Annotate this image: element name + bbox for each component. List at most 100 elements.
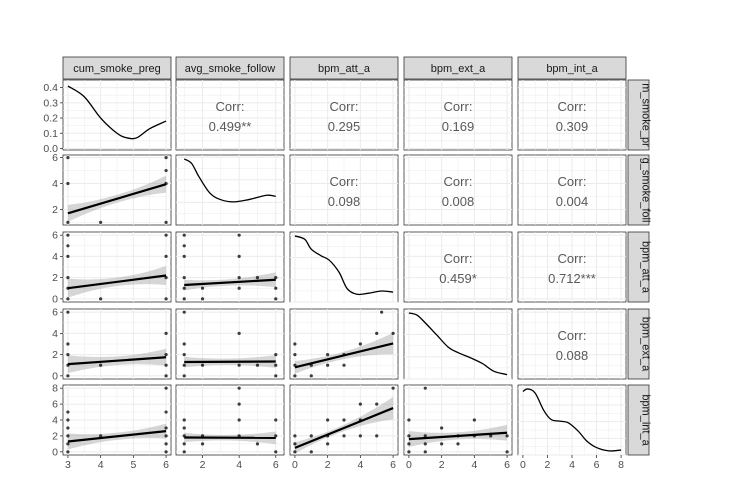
corr-label: Corr: [444, 99, 473, 114]
data-point [440, 442, 443, 445]
data-point [99, 297, 102, 300]
panel-r3-c4: Corr:0.088 [518, 309, 626, 379]
panel-r1-c0 [63, 155, 171, 225]
y-tick-label: 6 [52, 307, 58, 319]
x-tick-label: 4 [357, 459, 363, 471]
data-point [164, 353, 167, 356]
data-point [505, 434, 508, 437]
data-point [183, 442, 186, 445]
y-tick-label: 0.3 [43, 97, 58, 109]
data-point [183, 418, 186, 421]
corr-label: Corr: [444, 174, 473, 189]
x-tick-label: 6 [504, 459, 510, 471]
y-tick-label: 8 [52, 383, 58, 395]
data-point [293, 434, 296, 437]
x-tick-label: 6 [390, 459, 396, 471]
x-tick-label: 2 [200, 459, 206, 471]
corr-value: 0.459* [439, 271, 477, 286]
corr-value: 0.004 [556, 194, 589, 209]
data-point [164, 442, 167, 445]
data-point [380, 311, 383, 314]
data-point [66, 434, 69, 437]
panel-r3-c1 [176, 309, 284, 379]
panel-r0-c0 [63, 80, 171, 150]
x-tick-label: 2 [439, 459, 445, 471]
data-point [66, 182, 69, 185]
corr-label: Corr: [330, 174, 359, 189]
data-point [310, 374, 313, 377]
data-point [293, 353, 296, 356]
data-point [326, 442, 329, 445]
data-point [183, 255, 186, 258]
x-tick-label: 4 [471, 459, 477, 471]
data-point [359, 402, 362, 405]
x-tick-label: 8 [618, 459, 624, 471]
panel-r0-c2: Corr: 0.295 [290, 80, 398, 150]
data-point [164, 156, 167, 159]
data-point [164, 410, 167, 413]
corr-label: Corr: [558, 251, 587, 266]
y-tick-label: 0.4 [43, 82, 58, 94]
data-point [183, 374, 186, 377]
corr-value: 0.712*** [548, 271, 596, 286]
panel-r2-c3: Corr:0.459* [404, 232, 512, 302]
data-point [66, 311, 69, 314]
data-point [238, 332, 241, 335]
data-point [164, 450, 167, 453]
data-point [164, 221, 167, 224]
y-tick-label: 2 [52, 430, 58, 442]
data-point [164, 255, 167, 258]
x-tick-label: 6 [273, 459, 279, 471]
y-tick-label: 2 [52, 204, 58, 216]
panel-r0-c4: Corr:0.309 [518, 80, 626, 150]
corr-value: 0.169 [442, 119, 475, 134]
panel-background [176, 155, 284, 225]
column-strip-label: avg_smoke_follow [185, 63, 276, 75]
data-point [424, 450, 427, 453]
panel-r4-c2 [290, 385, 398, 455]
data-point [238, 402, 241, 405]
y-tick-label: 6 [52, 152, 58, 164]
corr-value: 0.295 [328, 119, 361, 134]
data-point [183, 364, 186, 367]
panel-r1-c1 [176, 155, 284, 225]
data-point [66, 342, 69, 345]
data-point [256, 442, 259, 445]
data-point [183, 234, 186, 237]
panel-r4-c0 [63, 385, 171, 455]
data-point [201, 442, 204, 445]
data-point [201, 364, 204, 367]
x-tick-label: 4 [569, 459, 575, 471]
y-tick-label: 4 [52, 328, 58, 340]
x-tick-label: 3 [65, 459, 71, 471]
row-strip-label: g_smoke_foll [640, 158, 652, 223]
x-tick-label: 6 [594, 459, 600, 471]
column-strip-label: cum_smoke_preg [73, 63, 160, 75]
data-point [440, 426, 443, 429]
data-point [66, 221, 69, 224]
panel-r2-c2 [290, 232, 398, 302]
corr-label: Corr: [558, 328, 587, 343]
data-point [407, 434, 410, 437]
data-point [164, 426, 167, 429]
y-tick-label: 6 [52, 230, 58, 242]
x-tick-label: 0 [520, 459, 526, 471]
data-point [66, 234, 69, 237]
data-point [256, 276, 259, 279]
panel-r1-c3: Corr:0.008 [404, 155, 512, 225]
data-point [183, 450, 186, 453]
data-point [407, 442, 410, 445]
corr-label: Corr: [330, 99, 359, 114]
data-point [66, 418, 69, 421]
data-point [238, 418, 241, 421]
data-point [201, 287, 204, 290]
data-point [238, 234, 241, 237]
panel-r1-c4: Corr:0.004 [518, 155, 626, 225]
data-point [274, 297, 277, 300]
panel-r3-c0 [63, 309, 171, 379]
data-point [238, 287, 241, 290]
data-point [238, 255, 241, 258]
y-tick-label: 0 [52, 370, 58, 382]
data-point [274, 374, 277, 377]
corr-value: 0.309 [556, 119, 589, 134]
